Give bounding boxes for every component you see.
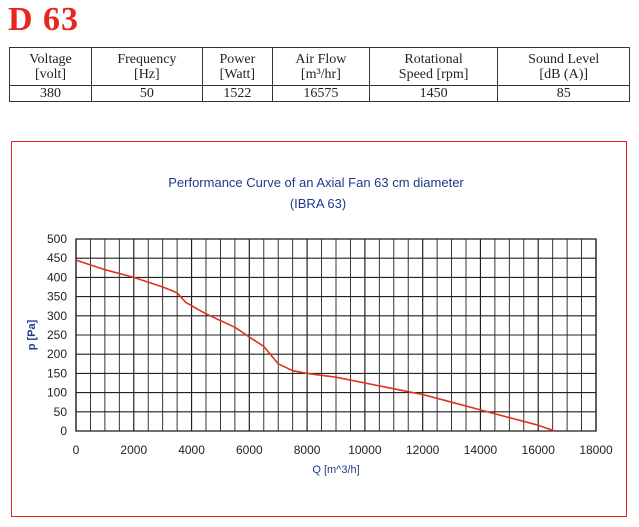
x-tick-label: 10000 <box>348 443 382 457</box>
x-tick-label: 16000 <box>522 443 556 457</box>
x-tick-label: 0 <box>73 443 80 457</box>
x-tick-label: 6000 <box>236 443 263 457</box>
chart-title: Performance Curve of an Axial Fan 63 cm … <box>168 175 464 190</box>
y-tick-label: 0 <box>60 424 67 438</box>
spec-header-rotational-speed: Rotational Speed [rpm] <box>368 47 499 86</box>
y-tick-label: 100 <box>47 386 67 400</box>
chart-subtitle: (IBRA 63) <box>290 196 346 211</box>
y-tick-label: 250 <box>47 328 67 342</box>
y-tick-label: 300 <box>47 309 67 323</box>
plot-border <box>75 238 597 432</box>
spec-value-airflow: 16575 <box>272 85 370 102</box>
y-tick-label: 450 <box>47 251 67 265</box>
spec-value-voltage: 380 <box>8 85 93 102</box>
y-tick-label: 400 <box>47 270 67 284</box>
x-tick-label: 2000 <box>120 443 147 457</box>
spec-header-voltage: Voltage [volt] <box>8 47 93 86</box>
y-tick-label: 350 <box>47 290 67 304</box>
x-tick-label: 8000 <box>294 443 321 457</box>
spec-value-power: 1522 <box>201 85 274 102</box>
x-tick-label: 14000 <box>464 443 498 457</box>
spec-header-power: Power [Watt] <box>201 47 274 86</box>
spec-header-airflow: Air Flow [m³/hr] <box>272 47 370 86</box>
x-tick-label: 4000 <box>178 443 205 457</box>
y-axis-label: p [Pa] <box>26 319 38 350</box>
y-tick-label: 150 <box>47 366 67 380</box>
spec-value-rotational-speed: 1450 <box>368 85 499 102</box>
x-tick-label: 18000 <box>579 443 613 457</box>
spec-header-frequency: Frequency [Hz] <box>91 47 203 86</box>
spec-header-sound-level: Sound Level [dB (A)] <box>497 47 630 86</box>
model-title: D 63 <box>8 1 80 38</box>
x-tick-label: 12000 <box>406 443 440 457</box>
spec-header-row: Voltage [volt] Frequency [Hz] Power [Watt] … <box>8 47 630 86</box>
x-axis-label: Q [m^3/h] <box>312 464 359 476</box>
spec-table: Voltage [volt] Frequency [Hz] Power [Watt] … <box>8 47 630 102</box>
spec-value-frequency: 50 <box>91 85 203 102</box>
y-tick-label: 200 <box>47 347 67 361</box>
spec-value-row: 380 50 1522 16575 1450 85 <box>8 85 630 102</box>
spec-value-sound-level: 85 <box>497 85 630 102</box>
performance-curve <box>75 259 556 432</box>
chart-frame: Performance Curve of an Axial Fan 63 cm … <box>11 141 627 517</box>
performance-chart: Performance Curve of an Axial Fan 63 cm … <box>26 175 613 476</box>
y-tick-label: 500 <box>47 232 67 246</box>
y-tick-label: 50 <box>54 405 68 419</box>
